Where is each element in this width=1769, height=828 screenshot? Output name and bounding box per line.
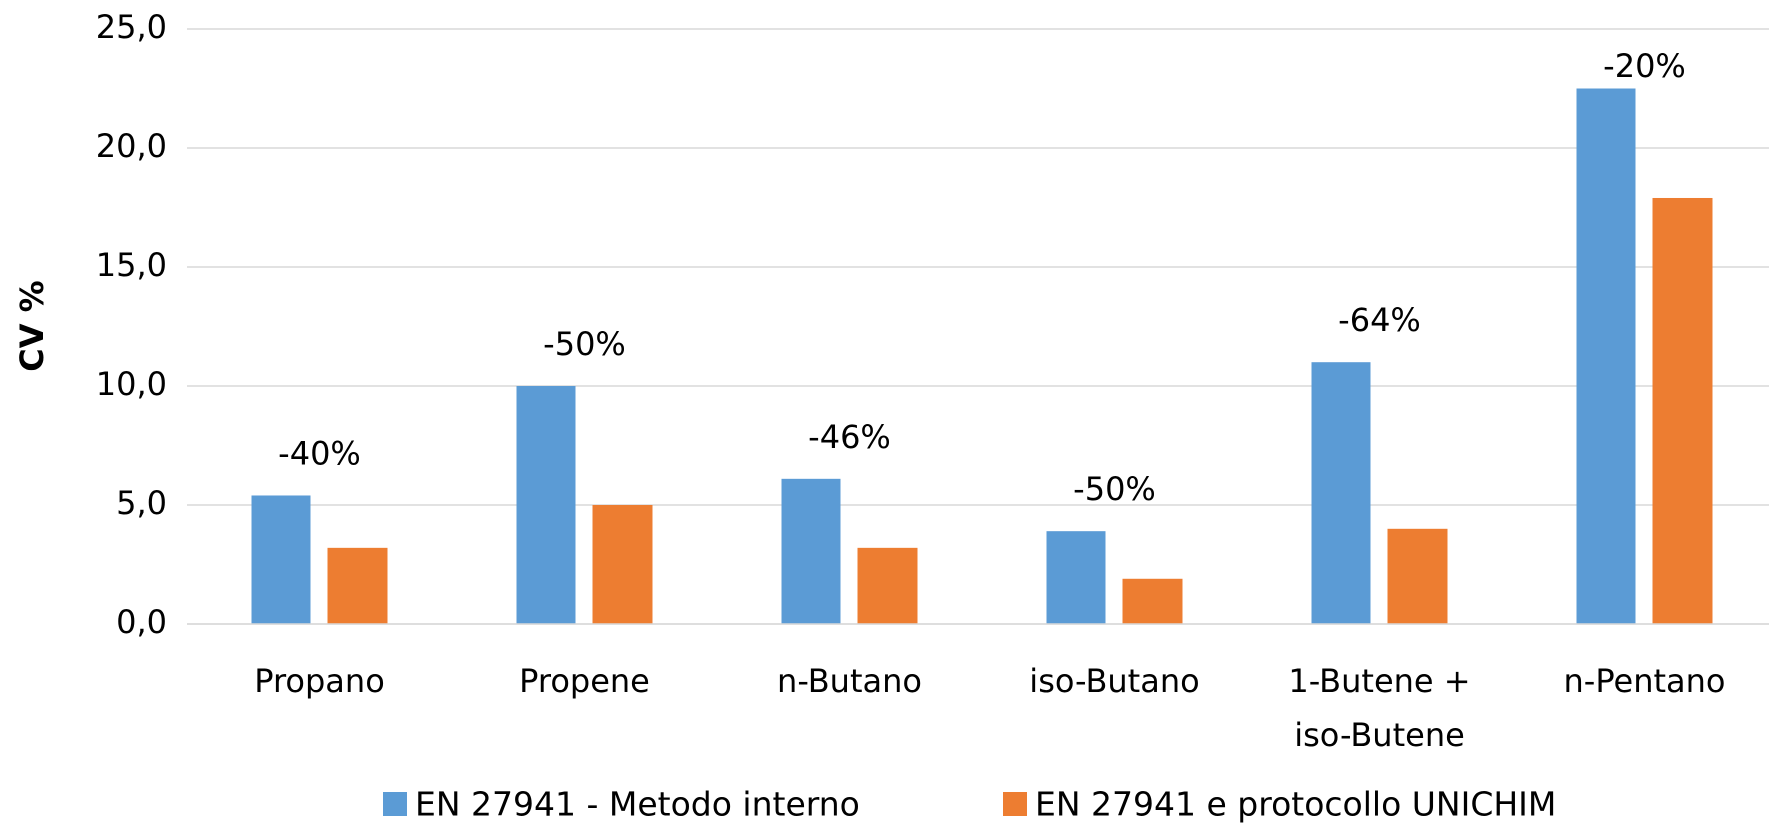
y-tick-label: 0,0	[116, 603, 167, 641]
annotation: -20%	[1603, 47, 1686, 85]
annotation: -50%	[543, 325, 626, 363]
y-tick-label: 10,0	[96, 365, 167, 403]
annotation: -50%	[1073, 470, 1156, 508]
legend-label: EN 27941 - Metodo interno	[415, 785, 860, 824]
bar	[1311, 362, 1371, 624]
bar	[1652, 197, 1713, 625]
bar	[327, 547, 388, 624]
annotation: -64%	[1338, 301, 1421, 339]
x-tick-label: n-Butano	[777, 662, 922, 700]
x-tick-label: n-Pentano	[1563, 662, 1726, 700]
legend-swatch	[1003, 792, 1027, 816]
y-tick-label: 20,0	[96, 127, 167, 165]
bar	[516, 386, 576, 624]
bar	[1576, 88, 1636, 624]
bar	[1046, 531, 1106, 624]
y-tick-label: 25,0	[96, 8, 167, 46]
legend-swatch	[383, 792, 407, 816]
y-axis-title: CV %	[13, 280, 51, 371]
x-tick-label: iso-Butano	[1029, 662, 1200, 700]
bar	[1387, 528, 1448, 624]
x-tick-label: Propano	[254, 662, 385, 700]
annotation: -46%	[808, 418, 891, 456]
bar	[251, 495, 311, 624]
x-tick-label: Propene	[519, 662, 650, 700]
x-tick-label: 1-Butene + iso-Butene	[1288, 662, 1471, 754]
bar	[857, 547, 918, 624]
bar	[1122, 578, 1183, 624]
legend-label: EN 27941 e protocollo UNICHIM	[1035, 785, 1556, 824]
bar	[592, 505, 653, 624]
y-tick-label: 15,0	[96, 246, 167, 284]
annotation: -40%	[278, 434, 361, 472]
y-tick-label: 5,0	[116, 484, 167, 522]
bar	[781, 478, 841, 624]
